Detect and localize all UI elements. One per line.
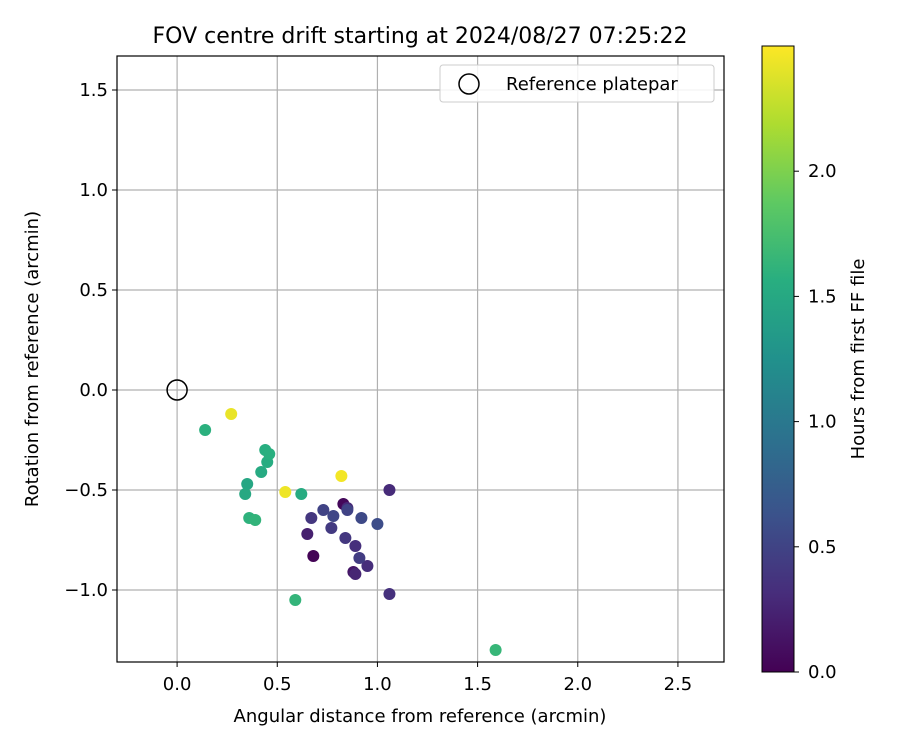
colorbar-label: Hours from first FF file [848,259,869,460]
data-point [289,594,302,606]
y-axis-label: Rotation from reference (arcmin) [22,211,43,507]
y-tick-label: 1.5 [79,80,108,101]
data-point [383,588,396,600]
data-point [349,540,362,552]
data-point [355,512,368,524]
x-tick-label: 1.5 [463,674,492,695]
plot-frame [116,55,725,663]
data-point [305,512,318,524]
data-point [263,448,276,460]
data-point [371,518,384,530]
data-point [301,528,314,540]
reference-layer [166,379,188,401]
legend-reference-marker [458,73,480,95]
data-point [199,424,212,436]
colorbar-tick-label: 0.0 [808,662,837,683]
data-point [317,504,330,516]
x-tick-label: 0.5 [263,674,292,695]
data-point [255,466,268,478]
reference-platepar-marker [166,379,188,401]
data-point [489,644,502,656]
data-point [341,504,354,516]
data-point [361,560,374,572]
data-point [225,408,238,420]
grid-lines [117,56,724,662]
data-point [325,522,338,534]
data-point [339,532,352,544]
data-point [249,514,262,526]
data-point [279,486,292,498]
x-axis-label: Angular distance from reference (arcmin) [234,706,607,727]
data-point [353,552,366,564]
y-tick-label: −0.5 [64,480,108,501]
y-tick-label: 0.5 [79,280,108,301]
colorbar-tick-label: 1.5 [808,286,837,307]
x-tick-label: 0.0 [163,674,192,695]
y-tick-label: 1.0 [79,180,108,201]
colorbar [761,45,795,673]
colorbar-tick-label: 2.0 [808,161,837,182]
data-point [239,488,252,500]
y-axis-ticks: −1.0 −0.5 0.0 0.5 1.0 1.5 [64,80,117,601]
x-tick-label: 1.0 [363,674,392,695]
x-axis-ticks: 0.0 0.5 1.0 1.5 2.0 2.5 [163,662,692,695]
data-point [349,568,362,580]
data-point [307,550,320,562]
x-tick-label: 2.0 [563,674,592,695]
y-tick-label: −1.0 [64,580,108,601]
y-tick-label: 0.0 [79,380,108,401]
legend-box: Reference platepar [439,64,715,103]
colorbar-ticks: 0.0 0.5 1.0 1.5 2.0 [794,161,837,683]
data-point [335,470,348,482]
legend-reference-label: Reference platepar [506,74,678,95]
data-point [327,510,340,522]
x-tick-label: 2.5 [664,674,693,695]
chart-title: FOV centre drift starting at 2024/08/27 … [153,24,688,49]
data-point [383,484,396,496]
data-point [241,478,254,490]
data-point [295,488,308,500]
data-points [199,408,502,656]
colorbar-tick-label: 1.0 [808,412,837,433]
colorbar-tick-label: 0.5 [808,537,837,558]
